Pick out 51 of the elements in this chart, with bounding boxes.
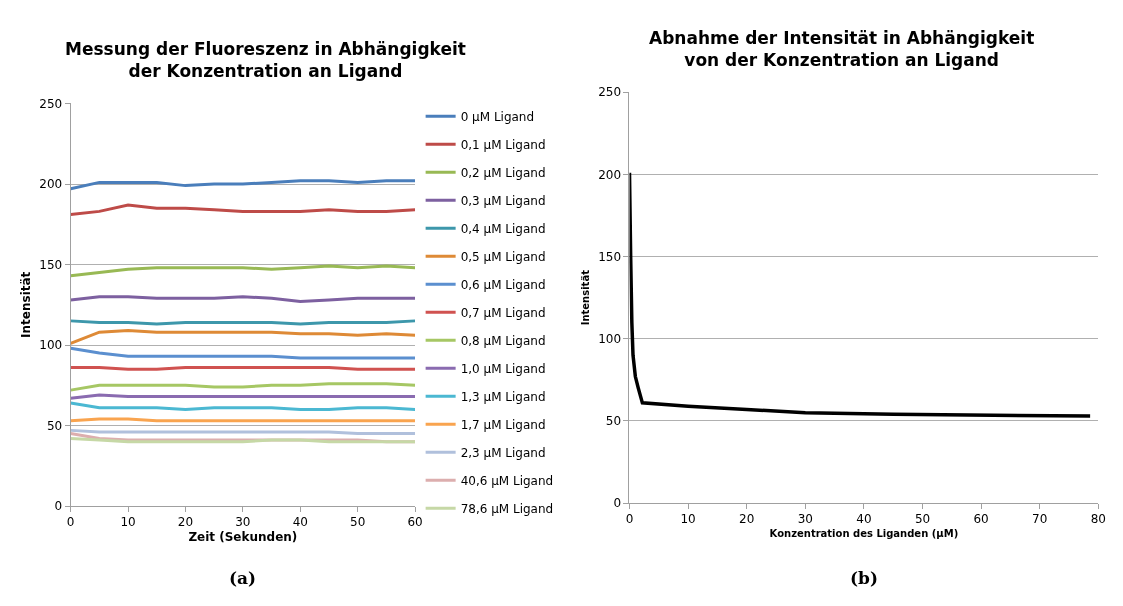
x-tick-label: 50 <box>350 515 366 530</box>
legend-label: 1,3 µM Ligand <box>460 389 546 404</box>
x-tick-label: 0 <box>66 515 75 530</box>
y-axis-title: Intensität <box>18 271 33 338</box>
x-tick-label: 50 <box>914 512 931 527</box>
x-tick-label: 20 <box>739 512 755 527</box>
legend-label: 0,6 µM Ligand <box>460 277 546 292</box>
y-tick-label: 200 <box>39 177 63 192</box>
x-tick-label: 0 <box>625 512 634 527</box>
legend-label: 0,4 µM Ligand <box>460 221 546 236</box>
legend-label: 78,6 µM Ligand <box>460 501 554 516</box>
y-tick-label: 250 <box>39 96 63 111</box>
legend-label: 0 µM Ligand <box>460 109 535 124</box>
text: (b) <box>850 568 878 588</box>
legend-label: 1,7 µM Ligand <box>460 417 546 432</box>
chart-title: Messung der Fluoreszenz in Abhängigkeit der Konzentration an Ligand <box>65 39 466 82</box>
x-tick-label: 30 <box>235 515 251 530</box>
y-tick-label: 0 <box>613 496 622 511</box>
text: (a) <box>229 568 257 588</box>
y-tick-label: 100 <box>39 338 63 353</box>
legend-label: 0,8 µM Ligand <box>460 333 546 348</box>
y-tick-label: 150 <box>39 257 63 272</box>
x-tick-label: 80 <box>1090 512 1106 527</box>
y-tick-label: 100 <box>598 331 622 346</box>
x-tick-label: 60 <box>407 515 423 530</box>
chart-title: Abnahme der Intensität in Abhängigkeit von der Konzentration an Ligand <box>649 28 1035 71</box>
x-tick-label: 70 <box>1032 512 1048 527</box>
y-axis-title: Intensität <box>580 269 592 326</box>
legend-label: 40,6 µM Ligand <box>460 473 554 488</box>
x-tick-label: 40 <box>292 515 308 530</box>
x-tick-label: 10 <box>120 515 136 530</box>
legend-label: 0,3 µM Ligand <box>460 193 546 208</box>
y-tick-label: 50 <box>46 418 63 433</box>
legend-label: 2,3 µM Ligand <box>460 445 546 460</box>
legend-label: 0,7 µM Ligand <box>460 305 546 320</box>
y-tick-label: 250 <box>598 85 622 100</box>
legend-label: 0,5 µM Ligand <box>460 249 546 264</box>
x-tick-label: 20 <box>177 515 194 530</box>
x-tick-label: 40 <box>856 512 872 527</box>
y-tick-label: 200 <box>598 167 622 182</box>
x-tick-label: 60 <box>973 512 989 527</box>
x-tick-label: 10 <box>680 512 696 527</box>
x-tick-label: 30 <box>797 512 813 527</box>
legend-label: 0,1 µM Ligand <box>460 137 546 152</box>
x-axis-title: Konzentration des Liganden (µM) <box>769 528 959 539</box>
legend-label: 1,0 µM Ligand <box>460 361 546 376</box>
y-tick-label: 150 <box>598 249 622 264</box>
y-tick-label: 50 <box>605 414 622 429</box>
x-axis-title: Zeit (Sekunden) <box>188 530 298 545</box>
legend-label: 0,2 µM Ligand <box>460 165 546 180</box>
y-tick-label: 0 <box>54 499 63 514</box>
